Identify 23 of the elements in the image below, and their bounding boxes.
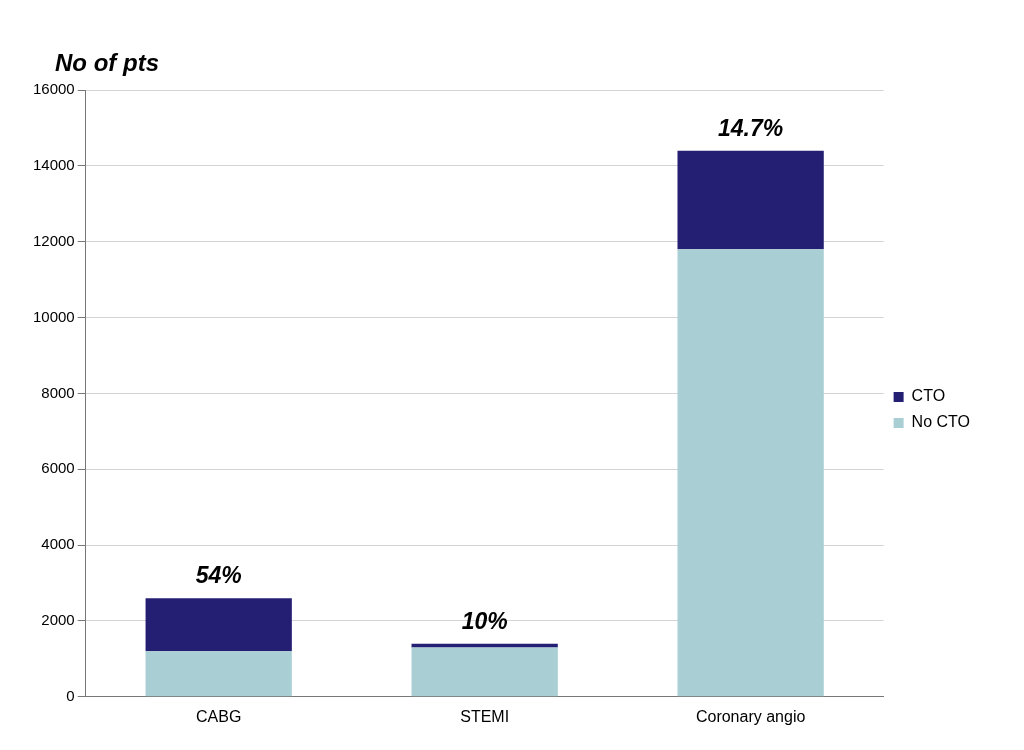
y-tick-label: 0 bbox=[66, 686, 75, 704]
x-tick-label: STEMI bbox=[460, 707, 510, 725]
x-tick-label: CABG bbox=[196, 707, 242, 725]
legend-label: CTO bbox=[911, 387, 946, 405]
y-tick-label: 6000 bbox=[41, 459, 75, 477]
y-axis-title: No of pts bbox=[55, 48, 159, 76]
x-tick-label: Coronary angio bbox=[695, 707, 806, 725]
y-tick-label: 10000 bbox=[32, 307, 75, 325]
y-tick-label: 16000 bbox=[32, 80, 75, 98]
annotation: 14.7% bbox=[718, 114, 784, 141]
annotation: 10% bbox=[461, 607, 508, 634]
bar bbox=[677, 249, 824, 697]
bar bbox=[145, 598, 292, 652]
legend-label: No CTO bbox=[911, 413, 971, 431]
bar bbox=[145, 651, 292, 697]
y-tick-label: 8000 bbox=[41, 383, 75, 401]
bar bbox=[677, 150, 824, 250]
y-tick-label: 2000 bbox=[41, 611, 75, 629]
annotation: 54% bbox=[195, 562, 242, 589]
y-tick-label: 4000 bbox=[41, 535, 75, 553]
y-tick-label: 14000 bbox=[32, 155, 75, 173]
bar bbox=[411, 647, 558, 697]
y-tick-label: 12000 bbox=[32, 231, 75, 249]
